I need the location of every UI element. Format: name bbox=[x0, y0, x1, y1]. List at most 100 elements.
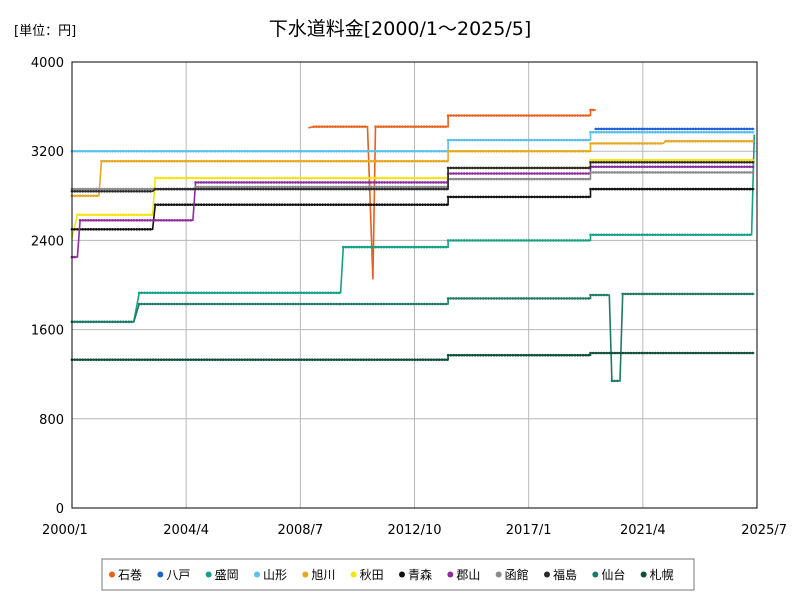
series-point bbox=[751, 161, 754, 164]
series-point bbox=[587, 353, 590, 357]
series-point bbox=[675, 292, 678, 296]
series-point bbox=[367, 176, 370, 180]
x-tick-label: 2012/10 bbox=[387, 523, 441, 538]
series-point bbox=[226, 181, 230, 184]
series-point bbox=[86, 213, 90, 217]
series-point bbox=[538, 149, 542, 153]
series-point bbox=[587, 138, 590, 142]
series-point bbox=[449, 239, 453, 242]
series-point bbox=[370, 203, 373, 206]
series-point bbox=[659, 142, 662, 145]
series-point bbox=[151, 159, 155, 163]
series-point bbox=[248, 185, 251, 189]
series-point bbox=[299, 176, 303, 180]
series-point bbox=[527, 297, 531, 300]
series-point bbox=[135, 228, 139, 231]
series-point bbox=[105, 213, 109, 217]
series-point bbox=[340, 203, 343, 206]
series-point bbox=[230, 149, 233, 153]
series-point bbox=[605, 233, 608, 237]
series-point bbox=[211, 149, 214, 153]
series-point bbox=[323, 125, 326, 128]
series-point bbox=[594, 233, 598, 237]
series-point bbox=[745, 158, 749, 162]
series-point bbox=[554, 138, 558, 142]
series-point bbox=[664, 171, 668, 174]
series-point bbox=[243, 187, 246, 191]
series-point bbox=[465, 239, 469, 242]
series-point bbox=[208, 358, 211, 362]
series-point bbox=[487, 353, 490, 357]
series-point bbox=[522, 177, 525, 181]
series-line bbox=[308, 109, 596, 280]
series-point bbox=[388, 185, 392, 189]
series-point bbox=[519, 166, 523, 170]
series-point bbox=[751, 292, 754, 296]
series-point bbox=[484, 239, 488, 242]
series-point bbox=[735, 158, 738, 162]
series-point bbox=[514, 239, 517, 242]
series-point bbox=[737, 161, 741, 164]
series-point bbox=[468, 239, 472, 242]
series-point bbox=[745, 292, 749, 296]
series-point bbox=[219, 149, 222, 153]
series-point bbox=[374, 245, 378, 249]
series-point bbox=[89, 213, 93, 217]
series-point bbox=[140, 213, 144, 217]
series-point bbox=[473, 149, 477, 153]
series-point bbox=[713, 165, 716, 169]
series-point bbox=[316, 203, 319, 206]
series-point bbox=[484, 114, 488, 117]
series-point bbox=[426, 176, 430, 180]
series-point bbox=[197, 185, 200, 189]
series-point bbox=[618, 130, 622, 134]
series-point bbox=[130, 228, 133, 231]
series-point bbox=[410, 358, 414, 362]
series-point bbox=[278, 358, 282, 362]
series-point bbox=[329, 159, 333, 163]
series-point bbox=[275, 149, 279, 153]
series-point bbox=[506, 166, 509, 170]
series-point bbox=[284, 149, 287, 153]
series-point bbox=[197, 291, 200, 295]
series-point bbox=[613, 351, 617, 355]
series-point bbox=[86, 194, 90, 198]
series-point bbox=[656, 130, 660, 134]
series-point bbox=[433, 245, 437, 249]
series-point bbox=[397, 187, 400, 191]
series-point bbox=[329, 302, 333, 306]
series-point bbox=[498, 138, 501, 142]
series-point bbox=[610, 187, 614, 191]
series-point bbox=[667, 233, 671, 237]
series-point bbox=[183, 176, 187, 180]
series-point bbox=[621, 187, 625, 191]
series-point bbox=[262, 159, 265, 163]
series-point bbox=[645, 161, 649, 164]
series-point bbox=[197, 176, 200, 180]
legend-item: 旭川 bbox=[302, 568, 335, 582]
series-point bbox=[167, 187, 171, 191]
series-point bbox=[554, 239, 558, 242]
series-point bbox=[708, 187, 711, 191]
series-point bbox=[95, 358, 98, 362]
series-point bbox=[173, 358, 176, 362]
series-point bbox=[138, 159, 141, 163]
unit-label: [単位：円] bbox=[14, 24, 77, 39]
series-point bbox=[116, 190, 120, 193]
series-point bbox=[473, 138, 477, 142]
series-point bbox=[175, 291, 179, 295]
series-point bbox=[337, 187, 341, 191]
series-point bbox=[618, 187, 622, 191]
series-point bbox=[432, 149, 436, 153]
series-point bbox=[492, 114, 496, 117]
series-point bbox=[113, 228, 117, 231]
series-point bbox=[269, 185, 273, 189]
series-point bbox=[686, 161, 689, 164]
series-point bbox=[377, 185, 381, 189]
series-point bbox=[445, 203, 449, 206]
series-point bbox=[681, 187, 684, 191]
series-point bbox=[549, 239, 552, 242]
series-point bbox=[103, 149, 106, 153]
series-point bbox=[670, 171, 673, 174]
